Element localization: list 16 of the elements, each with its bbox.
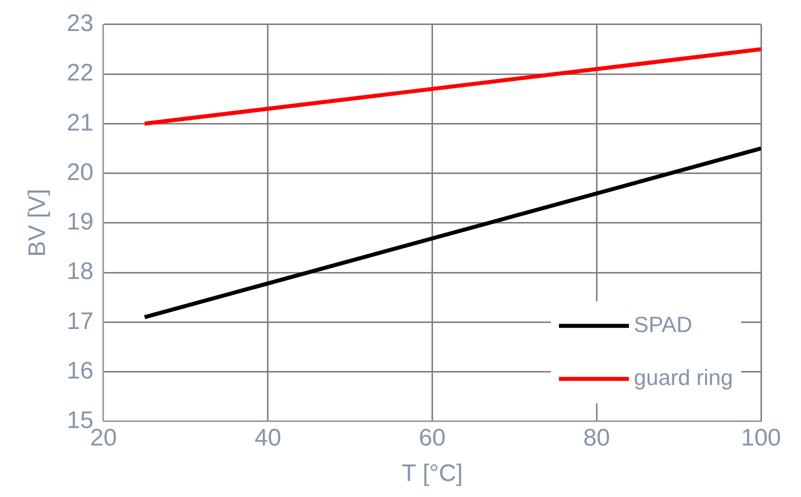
y-tick-label: 18	[66, 258, 94, 286]
x-tick-label: 100	[740, 424, 782, 452]
x-tick-label: 80	[583, 424, 610, 452]
x-axis-title: T [°C]	[402, 460, 463, 488]
legend-label: SPAD	[634, 312, 692, 337]
y-tick-label: 21	[66, 109, 94, 136]
x-tick-label: 40	[254, 424, 282, 452]
y-tick-label: 19	[66, 208, 94, 236]
x-tick-label: 60	[418, 424, 446, 452]
legend-label: guard ring	[634, 364, 734, 390]
y-axis-title: BV [V]	[24, 188, 52, 257]
y-tick-label: 23	[66, 10, 94, 38]
y-tick-label: 22	[66, 60, 94, 87]
y-tick-label: 20	[66, 158, 94, 186]
y-tick-label: 17	[66, 308, 94, 335]
y-tick-label: 16	[66, 357, 94, 384]
